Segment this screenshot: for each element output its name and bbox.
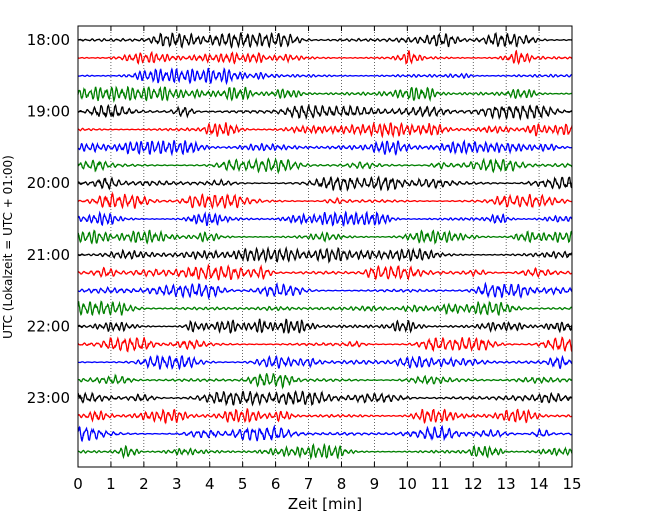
trace-21-00: [77, 246, 573, 264]
x-tick-label: 2: [139, 475, 149, 493]
x-tick-label: 11: [431, 475, 450, 493]
seismic-traces: [77, 31, 573, 461]
y-axis-label: UTC (Lokalzeit = UTC + 01:00): [1, 155, 15, 339]
y-tick-label: 21:00: [27, 246, 70, 264]
trace-20-00: [77, 175, 573, 192]
x-tick-label: 12: [464, 475, 483, 493]
x-tick-label: 5: [238, 475, 248, 493]
x-tick-label: 8: [337, 475, 347, 493]
trace-18-00: [77, 31, 573, 49]
x-tick-label: 0: [73, 475, 83, 493]
x-tick-label: 3: [172, 475, 182, 493]
x-tick-label: 14: [530, 475, 549, 493]
x-tick-label: 10: [398, 475, 417, 493]
trace-18-45: [77, 85, 573, 104]
x-axis-label: Zeit [min]: [288, 495, 362, 513]
trace-22-30: [77, 354, 573, 371]
trace-21-45: [77, 299, 573, 317]
x-tick-label: 13: [497, 475, 516, 493]
y-tick-label: 20:00: [27, 174, 70, 192]
trace-23-00: [77, 389, 573, 407]
trace-21-30: [77, 281, 573, 300]
y-tick-label: 19:00: [27, 103, 70, 121]
x-axis-ticks: 0 1 2 3 4 5 6 7 8 9 10 11 12 13 14 15: [73, 26, 582, 493]
y-tick-label: 23:00: [27, 389, 70, 407]
y-tick-label: 18:00: [27, 31, 70, 49]
x-tick-label: 6: [271, 475, 281, 493]
trace-18-30: [77, 67, 573, 86]
trace-19-45: [77, 157, 573, 175]
x-tick-label: 9: [370, 475, 380, 493]
trace-23-30: [77, 424, 573, 443]
trace-20-30: [77, 210, 573, 228]
x-tick-label: 7: [304, 475, 314, 493]
trace-20-15: [77, 191, 573, 210]
trace-20-45: [77, 229, 573, 245]
trace-22-15: [77, 336, 573, 353]
x-tick-label: 1: [106, 475, 116, 493]
trace-23-45: [77, 442, 573, 461]
trace-22-00: [77, 318, 573, 334]
x-tick-label: 15: [562, 475, 581, 493]
trace-19-30: [77, 139, 573, 157]
trace-22-45: [77, 372, 573, 390]
y-axis-ticks: 18:00 19:00 20:00 21:00 22:00 23:00: [27, 31, 572, 407]
trace-21-15: [77, 263, 573, 281]
trace-18-15: [77, 49, 573, 66]
trace-19-15: [77, 121, 573, 139]
trace-19-00: [77, 103, 572, 121]
y-tick-label: 22:00: [27, 317, 70, 335]
x-tick-label: 4: [205, 475, 215, 493]
plot-frame: [77, 25, 573, 468]
trace-23-15: [77, 407, 573, 425]
